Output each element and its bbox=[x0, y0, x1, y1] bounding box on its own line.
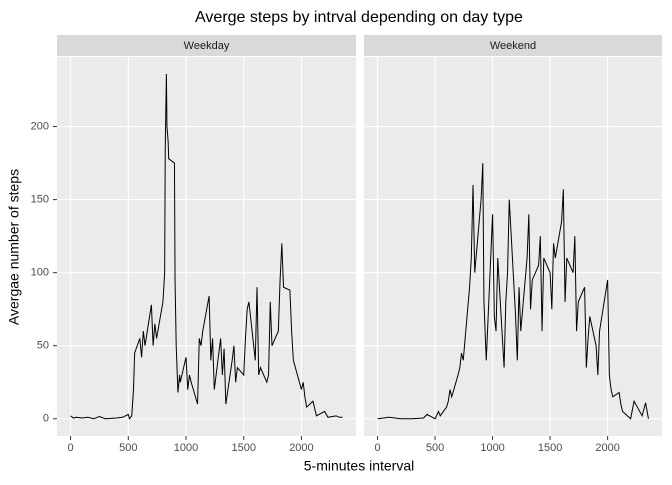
panel bbox=[364, 57, 662, 436]
y-axis-label: Avergae number of steps bbox=[6, 169, 22, 325]
y-tick-label: 150 bbox=[31, 194, 49, 206]
data-line bbox=[377, 163, 649, 420]
panel bbox=[57, 57, 356, 436]
x-tick-label: 0 bbox=[374, 442, 380, 454]
x-tick-label: 500 bbox=[426, 442, 444, 454]
x-axis-label: 5-minutes interval bbox=[304, 458, 415, 474]
x-tick-label: 1000 bbox=[174, 442, 198, 454]
x-tick-label: 0 bbox=[68, 442, 74, 454]
x-tick-label: 1500 bbox=[231, 442, 255, 454]
y-tick-label: 0 bbox=[43, 413, 49, 425]
x-tick-label: 1500 bbox=[538, 442, 562, 454]
y-tick-label: 100 bbox=[31, 267, 49, 279]
y-tick-label: 200 bbox=[31, 120, 49, 132]
data-line bbox=[70, 73, 343, 420]
strip-label: Weekday bbox=[184, 40, 230, 52]
strip bbox=[57, 35, 356, 56]
chart-title: Averge steps by intrval depending on day… bbox=[195, 9, 523, 26]
x-tick-label: 500 bbox=[119, 442, 137, 454]
y-tick-label: 50 bbox=[37, 340, 49, 352]
x-tick-label: 2000 bbox=[289, 442, 313, 454]
x-tick-label: 2000 bbox=[595, 442, 619, 454]
strip bbox=[364, 35, 662, 56]
x-tick-label: 1000 bbox=[480, 442, 504, 454]
strip-label: Weekend bbox=[490, 40, 536, 52]
